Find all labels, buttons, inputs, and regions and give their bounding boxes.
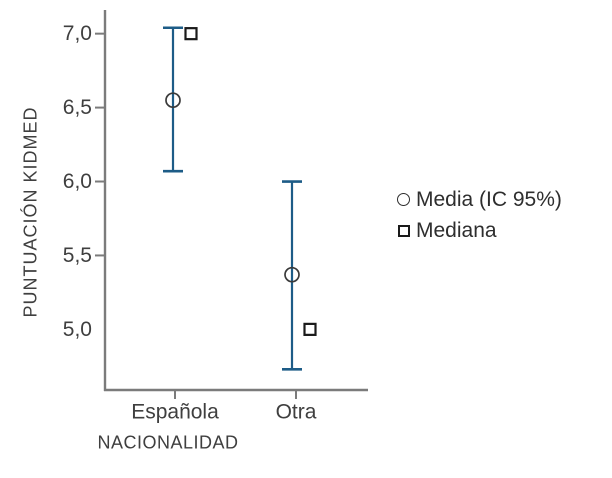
- mean-circle-marker-icon: [397, 193, 410, 206]
- y-axis-title: PUNTUACIÓN KIDMED: [20, 106, 41, 318]
- x-tick-label: Otra: [276, 400, 317, 423]
- median-square-marker-icon: [398, 224, 410, 237]
- y-tick-label: 6,0: [63, 170, 92, 193]
- median-marker: [303, 322, 317, 336]
- x-axis-title: NACIONALIDAD: [97, 432, 239, 453]
- legend-item-mediana: Mediana: [397, 217, 562, 244]
- mean-marker: [165, 92, 181, 109]
- mean-marker: [284, 266, 300, 283]
- legend-label-mediana: Mediana: [416, 218, 497, 242]
- legend: Media (IC 95%) Mediana: [397, 186, 562, 244]
- y-tick-label: 5,0: [63, 318, 92, 341]
- legend-label-media: Media (IC 95%): [416, 187, 562, 211]
- y-tick-label: 7,0: [63, 22, 92, 45]
- legend-item-media: Media (IC 95%): [397, 186, 562, 213]
- median-marker: [184, 27, 198, 41]
- y-tick-label: 5,5: [63, 244, 92, 267]
- y-tick-label: 6,5: [63, 96, 92, 119]
- x-tick-label: Española: [131, 400, 219, 423]
